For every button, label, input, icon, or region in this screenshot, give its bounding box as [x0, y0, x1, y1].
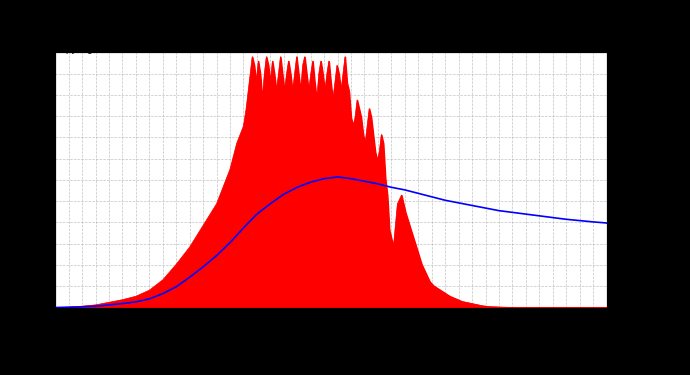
Text: Copyright 2018 Cartronics.com: Copyright 2018 Cartronics.com — [55, 45, 211, 54]
Text: Total PV Panel Power & Running Average Power Tue Aug 14 19:45: Total PV Panel Power & Running Average P… — [59, 15, 548, 28]
